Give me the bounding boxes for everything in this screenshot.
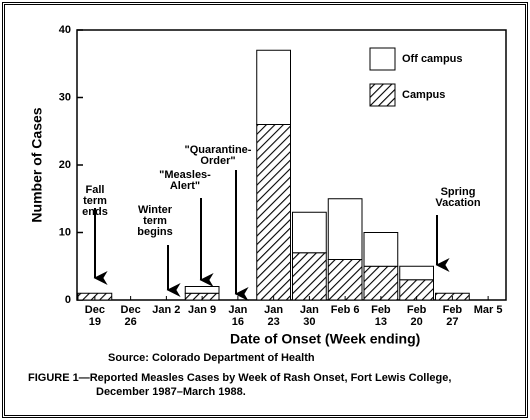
- annotation: term: [83, 195, 107, 207]
- bar-segment: [256, 124, 291, 301]
- x-tick-label: Feb 13: [371, 304, 391, 328]
- x-tick-label: Jan 9: [188, 304, 217, 316]
- bar-segment: [327, 259, 363, 301]
- x-tick-label: Feb 27: [442, 304, 463, 328]
- legend-swatch: [369, 47, 396, 71]
- y-tick-label: 40: [59, 24, 71, 36]
- legend-swatch: [369, 83, 396, 107]
- x-tick-label: Jan 2: [152, 304, 181, 316]
- annotation: Fall: [86, 184, 105, 196]
- legend-label: Off campus: [402, 53, 463, 65]
- annotation: "Quarantine-: [185, 144, 252, 156]
- bar-segment: [399, 265, 434, 281]
- annotation: Winter: [138, 204, 173, 216]
- plot-frame: [76, 29, 507, 301]
- x-tick-label: Dec 26: [120, 304, 141, 328]
- source: Source: Colorado Department of Health: [108, 352, 315, 364]
- y-tick-label: 20: [59, 159, 71, 171]
- caption: December 1987–March 1988.: [96, 386, 246, 398]
- x-tick-label: Feb 6: [330, 304, 360, 316]
- bar-segment: [256, 49, 291, 125]
- annotation: Vacation: [435, 197, 481, 209]
- bar-segment: [327, 198, 363, 260]
- x-tick-label: Jan 30: [299, 304, 319, 328]
- annotation: term: [143, 215, 167, 227]
- annotation: Alert": [170, 180, 200, 192]
- x-tick-label: Jan 16: [228, 304, 248, 328]
- x-tick-label: Jan 23: [264, 304, 284, 328]
- caption: FIGURE 1—Reported Measles Cases by Week …: [28, 372, 452, 384]
- y-tick-label: 30: [59, 91, 71, 103]
- bar-segment: [363, 232, 399, 267]
- y-tick-label: 10: [59, 226, 71, 238]
- x-tick-label: Feb 20: [406, 304, 427, 328]
- annotation: "Measles-: [159, 169, 211, 181]
- annotation: Order": [200, 155, 235, 167]
- annotation: begins: [137, 226, 172, 238]
- annotation: Spring: [441, 186, 476, 198]
- x-axis-label: Date of Onset (Week ending): [230, 331, 420, 347]
- x-tick-label: Mar 5: [473, 304, 503, 316]
- y-tick-label: 0: [65, 294, 71, 306]
- bar-segment: [292, 252, 327, 301]
- legend-label: Campus: [402, 89, 445, 101]
- bar-segment: [292, 211, 327, 254]
- bar-segment: [184, 286, 220, 294]
- bar-segment: [363, 265, 399, 301]
- x-tick-label: Dec 19: [84, 304, 105, 328]
- y-axis-label: Number of Cases: [29, 107, 45, 222]
